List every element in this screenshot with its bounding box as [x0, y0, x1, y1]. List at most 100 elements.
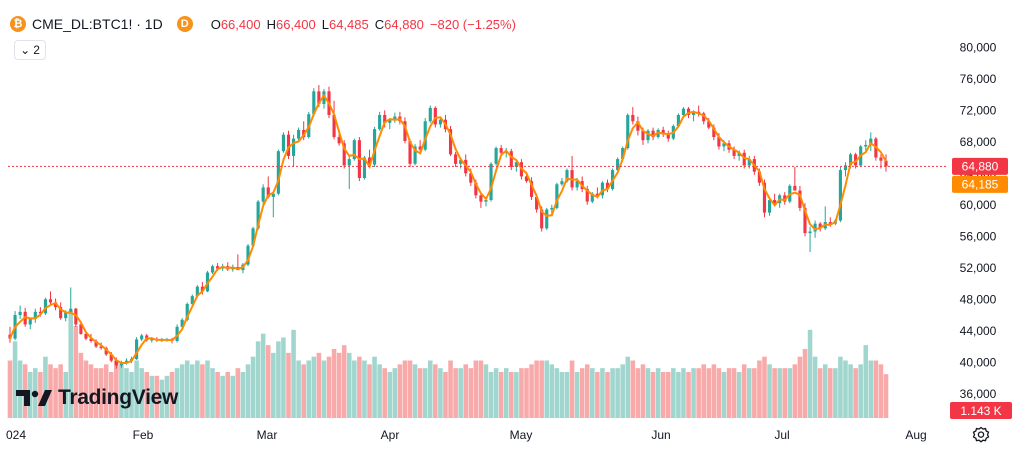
- volume-bar: [822, 364, 828, 418]
- volume-bar: [681, 368, 686, 418]
- candle-body: [322, 91, 326, 104]
- volume-bar: [17, 360, 23, 418]
- volume-bar: [286, 352, 291, 418]
- bitcoin-icon: ₿: [10, 16, 26, 32]
- volume-bar: [346, 352, 352, 418]
- candle-body: [438, 119, 442, 125]
- candle-body: [499, 148, 503, 153]
- volume-bar: [164, 375, 170, 418]
- volume-bar: [524, 368, 529, 418]
- volume-bar: [331, 349, 337, 418]
- candle-body: [190, 296, 194, 304]
- candle-body: [757, 171, 761, 183]
- candle-body: [362, 157, 367, 178]
- volume-bar: [787, 368, 793, 418]
- candle-body: [266, 187, 270, 197]
- volume-bar: [119, 364, 124, 418]
- candle-body: [595, 193, 599, 196]
- price-tick-label: 76,000: [960, 72, 997, 86]
- volume-bar: [468, 368, 474, 418]
- candle-body: [89, 338, 93, 341]
- candle-body: [454, 154, 458, 164]
- candle-body: [119, 363, 123, 366]
- volume-bar: [235, 368, 241, 418]
- volume-bar: [772, 368, 777, 418]
- volume-bar: [873, 360, 879, 418]
- candle-body: [403, 121, 407, 141]
- volume-bar: [38, 372, 43, 418]
- volume-bar: [200, 364, 205, 418]
- candle-body: [64, 311, 68, 319]
- volume-bar: [296, 360, 301, 418]
- volume-bar: [478, 360, 484, 418]
- volume-bar: [169, 372, 175, 418]
- volume-bar: [271, 352, 276, 418]
- candle-body: [84, 333, 88, 339]
- volume-bar: [858, 364, 863, 418]
- time-tick-label: Feb: [133, 428, 154, 442]
- candle-body: [79, 324, 83, 334]
- candle-body: [271, 193, 275, 197]
- candle-body: [621, 148, 625, 160]
- volume-bar: [311, 356, 317, 418]
- candle-body: [261, 187, 265, 202]
- volume-bar: [797, 356, 803, 418]
- time-tick-label: May: [510, 428, 533, 442]
- price-tick-label: 60,000: [960, 198, 997, 212]
- volume-bar: [736, 372, 742, 418]
- candle-body: [707, 121, 711, 128]
- candle-body: [251, 228, 255, 246]
- volume-bar: [114, 360, 119, 418]
- volume-bar: [539, 360, 544, 418]
- candle-body: [347, 159, 351, 166]
- candle-body: [135, 339, 139, 360]
- volume-bar: [534, 360, 539, 418]
- candle-body: [38, 311, 42, 314]
- candle-body: [722, 143, 726, 147]
- price-axis[interactable]: 36,000 40,000 44,000 48,000 52,000 56,000 60,0…: [960, 40, 997, 401]
- indicators-toggle-button[interactable]: ⌄ 2: [14, 40, 46, 60]
- volume-bar: [438, 368, 443, 418]
- candle-body: [524, 176, 529, 182]
- volume-bar: [190, 364, 195, 418]
- settings-gear-icon[interactable]: [972, 426, 990, 444]
- volume-bar: [362, 360, 367, 418]
- volume-bar: [473, 360, 479, 418]
- volume-bar: [660, 372, 666, 418]
- candle-body: [560, 181, 564, 185]
- ma-value-tag: 64,185: [952, 175, 1008, 193]
- volume-bar: [139, 368, 144, 418]
- volume-bar: [726, 368, 732, 418]
- candle-body: [352, 140, 356, 160]
- tradingview-logo[interactable]: TradingView: [16, 386, 178, 410]
- candle-body: [448, 129, 453, 155]
- volume-bar: [53, 368, 58, 418]
- volume-bar: [326, 356, 332, 418]
- candle-body: [661, 129, 665, 134]
- candle-body: [342, 143, 346, 166]
- candle-body: [747, 159, 751, 166]
- symbol-title[interactable]: CME_DL:BTC1! · 1D: [32, 16, 163, 32]
- candle-body: [884, 160, 888, 167]
- candle-body: [33, 311, 37, 319]
- volume-value-label: 1.143 K: [960, 404, 1001, 418]
- candle-body: [99, 346, 103, 349]
- candle-body: [529, 181, 534, 197]
- volume-bar: [453, 368, 458, 418]
- time-tick-label: Apr: [381, 428, 400, 442]
- volume-bar: [721, 372, 727, 418]
- volume-bar: [255, 341, 261, 418]
- candle-body: [69, 308, 73, 312]
- volume-bar: [706, 368, 712, 418]
- volume-bar: [488, 372, 494, 418]
- volume-bar: [382, 368, 387, 418]
- time-axis[interactable]: 024 Feb Mar Apr May Jun Jul Aug: [6, 428, 927, 442]
- candle-body: [484, 200, 488, 202]
- volume-bar: [301, 364, 306, 418]
- candle-body: [393, 116, 397, 120]
- volume-bar: [812, 356, 818, 418]
- volume-bar: [483, 364, 489, 418]
- time-tick-label: Mar: [257, 428, 278, 442]
- volume-bar: [336, 352, 342, 418]
